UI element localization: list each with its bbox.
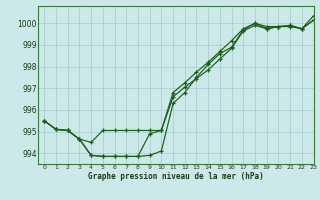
X-axis label: Graphe pression niveau de la mer (hPa): Graphe pression niveau de la mer (hPa) bbox=[88, 172, 264, 181]
